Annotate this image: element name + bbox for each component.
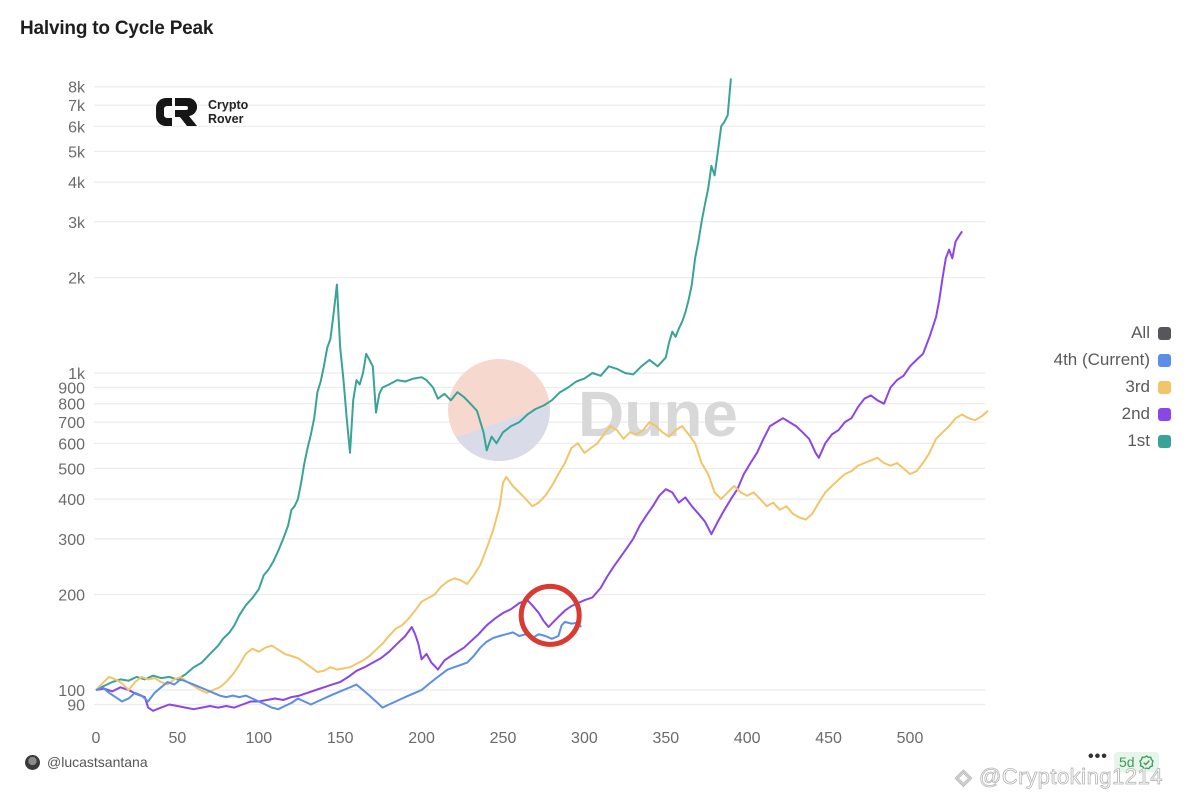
y-tick-label: 4k [68,175,86,192]
crypto-rover-logo-icon [156,97,198,126]
y-tick-label: 8k [68,80,86,97]
y-tick-label: 1k [68,366,86,383]
x-tick-label: 200 [408,730,435,747]
x-tick-label: 500 [897,730,924,747]
y-tick-label: 900 [58,381,85,398]
legend-item-all[interactable]: All [1131,322,1171,344]
y-tick-label: 600 [58,436,85,453]
chart-legend: All 4th (Current) 3rd 2nd 1st [1054,322,1171,452]
y-tick-label: 90 [67,698,85,715]
y-tick-label: 5k [68,144,86,161]
x-axis-ticks: 0 50 100 150 200 250 300 350 400 450 500 [92,730,924,747]
legend-swatch-icon [1158,353,1171,367]
red-circle-annotation [518,583,582,647]
age-badge-container: 5d [1114,752,1159,772]
y-tick-label: 3k [68,215,86,232]
x-tick-label: 400 [734,730,761,747]
y-tick-label: 700 [58,415,85,432]
overlay-watermark-text: @Cryptoking1214 [979,764,1163,790]
legend-label: 4th (Current) [1053,350,1150,369]
legend-label: 2nd [1121,404,1150,423]
series-line-4th-current [95,620,582,711]
x-tick-label: 300 [571,730,598,747]
logo-line1: Crypto [208,98,249,112]
y-tick-label: 300 [58,532,85,549]
author-handle: @lucastsantana [47,754,148,770]
legend-swatch-icon [1158,407,1171,421]
logo-line2: Rover [208,112,244,126]
y-tick-label: 6k [68,119,86,136]
y-tick-label: 7k [68,98,86,115]
legend-item-4th-current[interactable]: 4th (Current) [1054,349,1171,371]
legend-swatch-icon [1158,326,1171,340]
x-tick-label: 250 [490,730,517,747]
chart-title: Halving to Cycle Peak [20,18,214,39]
avatar [25,754,40,770]
y-tick-label: 500 [58,461,85,478]
dune-watermark: Dune [448,359,738,461]
legend-label: 3rd [1125,377,1150,396]
legend-item-1st[interactable]: 1st [1127,430,1171,452]
legend-item-3rd[interactable]: 3rd [1125,376,1171,398]
legend-item-2nd[interactable]: 2nd [1122,403,1171,425]
age-badge: 5d [1114,752,1159,772]
legend-swatch-icon [1158,434,1171,448]
x-tick-label: 350 [652,730,679,747]
crypto-rover-logo: Crypto Rover [156,96,248,128]
y-tick-label: 400 [58,492,85,509]
binance-square-icon: ◈ [955,764,973,790]
series-line-2nd [95,230,963,712]
x-tick-label: 450 [815,730,842,747]
x-tick-label: 150 [327,730,354,747]
y-tick-label: 100 [58,683,85,700]
red-circle [518,583,582,647]
age-badge-text: 5d [1119,754,1135,770]
chart-series [95,78,989,712]
series-line-1st [95,78,732,691]
y-tick-label: 800 [58,397,85,414]
legend-swatch-icon [1158,380,1171,394]
legend-label: All [1131,323,1150,342]
more-dots-icon[interactable]: ••• [1088,748,1108,765]
dune-watermark-text: Dune [578,378,738,450]
y-tick-label: 200 [58,588,85,605]
legend-label: 1st [1127,431,1150,450]
x-tick-label: 50 [169,730,187,747]
verified-check-icon [1138,754,1154,769]
x-tick-label: 100 [245,730,272,747]
series-line-3rd [95,410,989,694]
author-link[interactable]: @lucastsantana [25,754,148,770]
overlay-watermark: ◈ @Cryptoking1214 [955,764,1163,790]
x-tick-label: 0 [92,730,101,747]
y-tick-label: 2k [68,271,86,288]
